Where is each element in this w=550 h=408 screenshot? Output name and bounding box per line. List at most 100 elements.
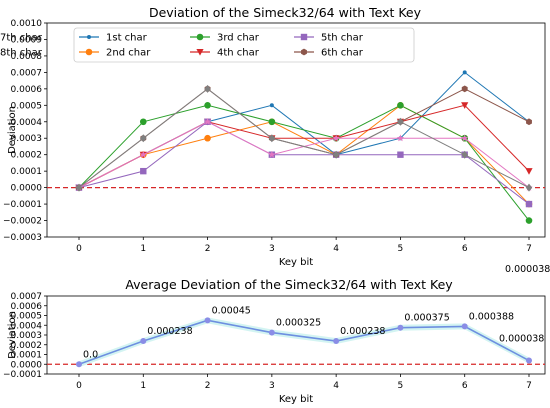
data-point (462, 70, 467, 75)
legend-item: 2nd char (79, 48, 151, 59)
data-label: 0.000325 (276, 318, 321, 329)
data-point (140, 167, 147, 175)
data-point (139, 118, 147, 126)
data-point (333, 338, 340, 345)
legend-item: 1st char (79, 33, 148, 44)
y-tick-label: 0.0005 (11, 101, 43, 111)
chart-top-series (47, 70, 545, 224)
y-tick-label: −0.0003 (3, 233, 42, 243)
chart-bottom-y-label: Deviation (7, 311, 18, 359)
y-tick-label: 0.0008 (11, 52, 43, 62)
x-tick-label: 5 (398, 244, 404, 254)
legend-item: 5th char (294, 33, 364, 44)
series-line (78, 104, 530, 221)
data-label: 0.000388 (469, 311, 514, 322)
y-tick-label: 0.0003 (11, 331, 43, 341)
y-tick-label: 0.0003 (11, 134, 43, 144)
x-tick-label: 1 (140, 244, 146, 254)
data-point (461, 102, 469, 109)
data-point (397, 151, 404, 158)
chart-top: Deviation of the Simeck32/64 with Text K… (0, 5, 546, 268)
average-band (79, 317, 529, 368)
data-point (140, 338, 147, 345)
data-point (525, 168, 533, 175)
chart-bottom: Average Deviation of the Simeck32/64 wit… (3, 264, 550, 405)
data-point (75, 183, 83, 192)
legend-marker (196, 49, 204, 56)
legend-item: 4th char (190, 48, 260, 59)
x-tick-label: 5 (398, 381, 404, 391)
data-point (268, 329, 275, 336)
x-tick-label: 7 (526, 381, 532, 391)
x-tick-label: 6 (462, 244, 468, 254)
chart-bottom-title: Average Deviation of the Simeck32/64 wit… (125, 277, 453, 292)
data-point (76, 361, 82, 368)
series-line (78, 121, 530, 205)
data-point (461, 323, 468, 330)
legend-box (73, 27, 415, 63)
y-tick-label: 0.0006 (11, 302, 43, 312)
chart-top-frame (46, 22, 546, 238)
data-point (526, 118, 532, 126)
chart-bottom-series: 0.0 0.000238 0.00045 0.000325 0.000238 0.0003… (47, 305, 545, 368)
legend-marker (87, 35, 91, 39)
chart-bottom-x-label: Key bit (279, 394, 313, 405)
legend-marker (196, 33, 204, 41)
data-point (269, 103, 274, 108)
data-point (396, 134, 405, 142)
x-tick-label: 0 (76, 381, 82, 391)
chart-bottom-x-ticks: 0 1 2 3 4 5 6 7 (76, 374, 532, 391)
legend-label: 2nd char (106, 48, 151, 59)
data-label: 0.000038 (499, 334, 544, 345)
data-point (139, 150, 147, 158)
series-line (78, 88, 530, 189)
x-tick-label: 4 (333, 381, 339, 391)
y-tick-label: 0.0004 (11, 118, 43, 128)
legend-marker (85, 48, 93, 56)
y-tick-label: 0.0009 (11, 35, 43, 45)
data-point (204, 84, 211, 93)
data-point (204, 317, 211, 324)
data-point (204, 134, 211, 142)
chart-top-x-label: Key bit (279, 257, 313, 268)
legend-label: 1st char (106, 33, 148, 44)
data-label: 0.000238 (340, 326, 385, 337)
y-tick-label: −0.0001 (3, 200, 42, 210)
legend-label: 6th char (321, 48, 364, 59)
data-label: 0.0 (83, 349, 98, 360)
y-tick-label: 0.0001 (11, 351, 43, 361)
y-tick-label: 0.0002 (11, 341, 43, 351)
data-point (525, 217, 533, 224)
legend-item: 7th char (0, 33, 43, 44)
data-point (461, 85, 468, 93)
legend-label: 8th char (0, 48, 43, 59)
data-point (525, 183, 533, 192)
y-tick-label: −0.0001 (3, 370, 42, 380)
y-tick-label: 0.0006 (11, 85, 43, 95)
x-tick-label: 0 (76, 244, 82, 254)
y-tick-label: 0.0004 (11, 321, 43, 331)
y-tick-label: 0.0000 (11, 184, 43, 194)
data-label: 0.00045 (212, 305, 251, 316)
x-tick-label: 4 (333, 244, 339, 254)
y-tick-label: −0.0002 (3, 217, 42, 227)
chart-top-title: Deviation of the Simeck32/64 with Text K… (149, 5, 422, 20)
data-point (526, 357, 532, 364)
data-point (268, 118, 276, 126)
chart-top-x-ticks: 0 1 2 3 4 5 6 7 (76, 237, 532, 254)
legend-item: 8th char (0, 48, 43, 59)
x-tick-label: 3 (269, 381, 275, 391)
legend-item: 6th char (294, 48, 364, 59)
y-tick-label: 0.0007 (11, 292, 43, 302)
chart-bottom-overflow-label: 0.000038 (505, 264, 550, 275)
data-point (461, 134, 469, 142)
x-tick-label: 1 (140, 381, 146, 391)
y-tick-label: 0.0002 (11, 151, 43, 161)
y-tick-label: 0.0005 (11, 312, 43, 322)
data-point (397, 324, 404, 331)
data-point (268, 134, 276, 143)
legend-label: 4th char (217, 48, 260, 59)
chart-top-plot-area (46, 22, 546, 238)
legend-label: 5th char (321, 33, 364, 44)
